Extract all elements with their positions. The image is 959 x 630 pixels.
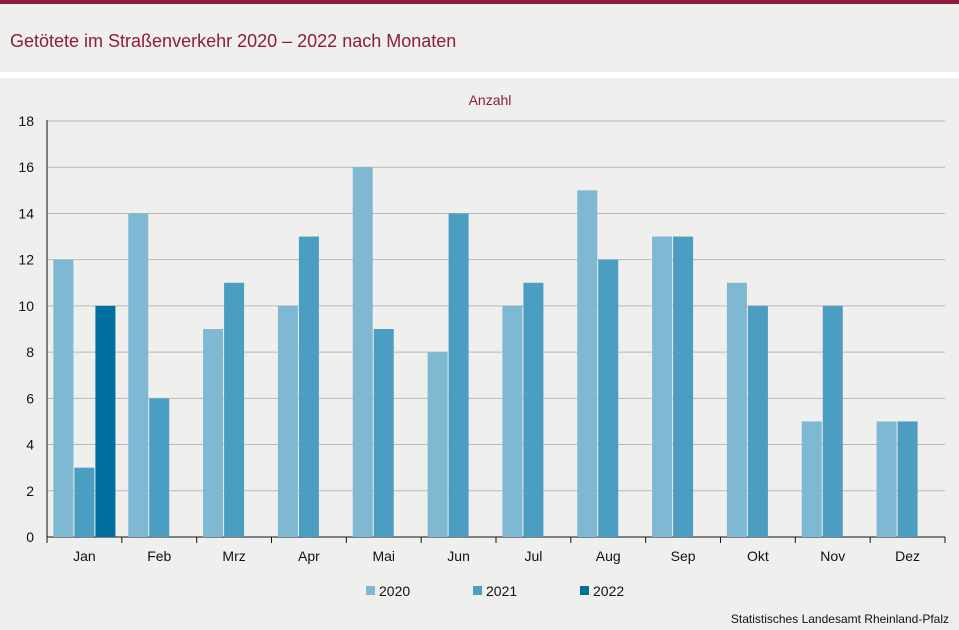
bar-2020-Mai [352,167,373,537]
bar-2022-Jan [95,305,116,537]
source-note: Statistisches Landesamt Rheinland-Pfalz [730,612,949,626]
x-tick-label: Sep [671,548,696,564]
x-tick-label: Jun [447,548,470,564]
x-tick-label: Jul [524,548,542,564]
y-axis-unit-label: Anzahl [469,92,512,108]
y-tick-label: 10 [18,298,34,314]
header: Getötete im Straßenverkehr 2020 – 2022 n… [0,4,959,72]
bar-2020-Feb [128,213,149,537]
legend-label-2021: 2021 [486,583,517,599]
bar-2020-Sep [652,236,673,538]
bar-2020-Jul [502,305,523,537]
bar-2021-Jan [74,467,95,537]
bar-2021-Aug [598,259,619,537]
bar-2020-Okt [726,282,747,537]
chart-title: Getötete im Straßenverkehr 2020 – 2022 n… [10,31,457,51]
header-divider [0,72,959,78]
y-tick-label: 6 [26,390,34,406]
x-tick-label: Apr [298,548,320,564]
x-tick-label: Mrz [222,548,245,564]
legend-swatch-2022 [580,586,589,595]
bar-2021-Mrz [224,282,245,537]
bar-2021-Jul [523,282,544,537]
x-tick-label: Okt [747,548,769,564]
bar-2021-Dez [897,421,918,537]
bar-2021-Jun [448,213,469,537]
y-tick-label: 12 [18,252,34,268]
y-tick-label: 8 [26,344,34,360]
bar-2020-Nov [801,421,822,537]
bar-2020-Dez [876,421,897,537]
bar-2021-Okt [747,305,768,537]
bar-2020-Jan [53,259,74,537]
bar-2020-Aug [577,190,598,538]
bar-2021-Apr [298,236,319,538]
bar-2020-Jun [427,352,448,537]
legend-swatch-2020 [366,586,375,595]
bar-2020-Mrz [203,329,224,537]
bar-2021-Mai [373,329,394,537]
x-tick-label: Aug [596,548,621,564]
bar-2021-Feb [149,398,170,537]
x-tick-label: Jan [73,548,96,564]
x-tick-label: Dez [895,548,920,564]
legend-label-2020: 2020 [379,583,410,599]
bar-2021-Sep [673,236,694,538]
legend-label-2022: 2022 [593,583,624,599]
y-tick-label: 4 [26,437,34,453]
y-tick-label: 16 [18,159,34,175]
bar-2021-Nov [822,305,843,537]
y-tick-label: 0 [26,529,34,545]
y-tick-label: 14 [18,205,34,221]
top-accent-bar [0,0,959,4]
x-tick-label: Feb [147,548,171,564]
x-tick-label: Nov [820,548,845,564]
legend-swatch-2021 [473,586,482,595]
x-tick-label: Mai [372,548,395,564]
bar-2020-Apr [277,305,298,537]
plot-area [47,120,945,537]
y-tick-label: 2 [26,483,34,499]
y-tick-label: 18 [18,113,34,129]
